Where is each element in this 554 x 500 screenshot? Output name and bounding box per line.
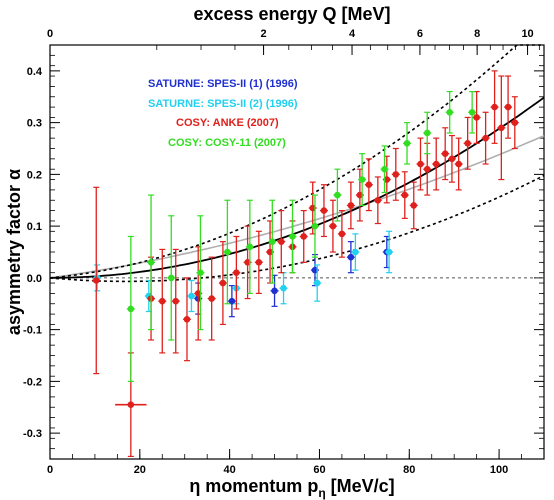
data-point [473,114,480,121]
data-point [219,279,227,287]
fit-curve [50,96,545,279]
legend-entry-spes-ii-2: SATURNE: SPES-II (2) (1996) [148,98,298,110]
data-point [432,160,440,168]
x-axis-title-unit: [MeV/c] [326,476,395,496]
top-tick-label: 0 [47,28,53,40]
top-tick-label: 4 [349,28,356,40]
data-point [468,108,476,116]
x-tick-label: 0 [47,464,53,476]
data-point [92,277,100,284]
data-point [455,160,462,168]
y-axis: -0.3 -0.2 -0.1 0.0 0.1 0.2 0.3 0.4 [23,44,544,460]
top-tick-label: 10 [521,28,533,40]
data-point [300,233,308,240]
data-point [311,222,319,230]
data-point [423,129,431,137]
y-tick-label: 0.2 [27,169,42,181]
fit-band-upper [49,44,544,279]
data-point [183,315,191,323]
data-point [269,238,276,245]
y-tick-label: 0.4 [27,66,43,78]
y-tick-label: -0.1 [23,325,42,337]
top-axis-ticks: 0 2 4 6 8 10 [47,28,540,55]
top-tick-label: 6 [417,28,423,40]
y-tick-label: 0.0 [27,273,42,285]
data-point [255,259,263,266]
data-point [448,155,456,163]
data-point [385,248,393,256]
data-point [358,176,366,183]
x-axis: 0 20 40 60 80 100 [47,449,545,476]
legend-entry-cosy11: COSY: COSY-11 (2007) [168,137,286,149]
data-point [446,108,453,116]
legend-entry-spes-ii-1: SATURNE: SPES-II (1) (1996) [148,78,298,90]
data-point [347,202,355,209]
data-point [498,124,505,132]
data-point [208,295,215,302]
data-point [338,230,346,238]
fit-band-lower [49,174,545,283]
x-axis-title: η momentum pη [MeV/c] [189,476,394,500]
top-axis-title: excess energy Q [MeV] [193,4,390,24]
y-tick-label: 0.3 [27,118,42,130]
y-axis-title: asymmetry factor α [4,169,24,335]
data-point [158,297,166,305]
data-point [289,233,296,240]
gray-fit-curve [49,134,545,279]
data-point [224,248,231,256]
data-point [482,134,489,142]
data-point [410,202,418,209]
data-point [147,259,155,266]
data-point [464,140,471,147]
data-point [188,292,195,300]
top-tick-label: 2 [261,28,267,40]
x-tick-label: 40 [224,464,236,476]
data-point [365,181,373,189]
x-tick-label: 100 [490,464,508,476]
data-point [172,297,180,305]
data-point [313,279,321,287]
data-point [127,305,135,313]
data-point [441,150,449,157]
data-point [228,297,236,305]
data-point [280,284,287,292]
legend: SATURNE: SPES-II (1) (1996) SATURNE: SPE… [148,78,298,149]
data-point [320,207,328,214]
series-2 [92,70,519,458]
data-point [347,253,355,261]
data-point [233,269,240,277]
data-point [511,119,519,126]
data-point [197,269,204,277]
data-point [334,191,341,199]
x-tick-label: 20 [134,464,146,476]
data-point [392,171,400,178]
data-point [374,196,382,204]
x-tick-label: 60 [313,464,325,476]
y-tick-label: -0.3 [23,428,42,440]
series-3 [126,90,477,382]
data-point [277,238,285,245]
data-point [381,165,388,173]
data-point [401,191,409,199]
y-tick-label: -0.2 [23,376,42,388]
x-axis-title-main: η momentum p [189,476,318,496]
data-point [491,103,498,111]
legend-entry-anke: COSY: ANKE (2007) [176,117,279,129]
fit-curves [49,44,545,283]
data-point [423,165,431,173]
top-tick-label: 8 [474,28,480,40]
data-point [504,103,512,111]
data-point [352,248,359,256]
data-point [167,274,175,282]
y-tick-label: 0.1 [27,221,42,233]
data-point [417,160,424,168]
data-point [246,243,254,251]
x-tick-label: 80 [403,464,415,476]
data-point [403,140,411,147]
x-axis-title-subscript: η [318,486,325,500]
data-series [92,70,519,458]
data-point [271,287,278,295]
data-point [329,222,337,230]
